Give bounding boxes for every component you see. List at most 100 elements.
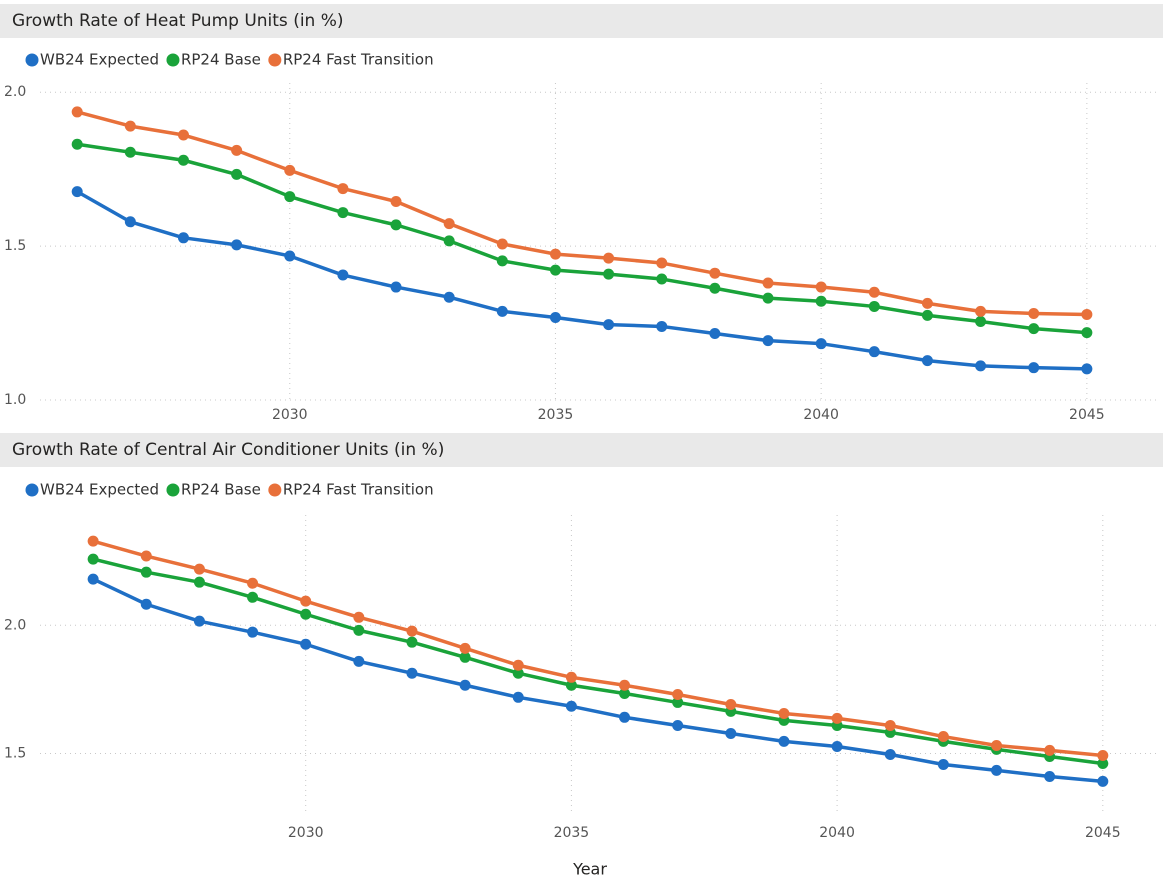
data-point: [512, 659, 524, 671]
data-point: [1097, 775, 1109, 787]
data-point: [284, 191, 296, 203]
legend-label: RP24 Base: [181, 481, 261, 499]
y-tick-label: 1.0: [4, 392, 26, 408]
data-point: [140, 550, 152, 562]
legend-marker: [166, 53, 180, 67]
data-point: [831, 741, 843, 753]
data-point: [300, 638, 312, 650]
data-point: [565, 671, 577, 683]
data-point: [921, 355, 933, 367]
data-point: [1044, 744, 1056, 756]
data-point: [725, 698, 737, 710]
data-point: [284, 250, 296, 262]
data-point: [1097, 750, 1109, 762]
data-point: [1028, 323, 1040, 335]
data-point: [603, 252, 615, 264]
series-line: [92, 577, 1103, 784]
data-point: [231, 168, 243, 180]
data-point: [353, 655, 365, 667]
data-point: [921, 297, 933, 309]
data-point: [868, 346, 880, 358]
data-point: [140, 598, 152, 610]
data-point: [1097, 757, 1109, 769]
data-point: [762, 277, 774, 289]
data-point: [406, 625, 418, 637]
data-point: [549, 264, 561, 276]
data-point: [512, 691, 524, 703]
x-tick-label: 2040: [819, 825, 855, 841]
data-point: [177, 129, 189, 141]
x-tick-label: 2040: [803, 407, 839, 423]
data-point: [193, 563, 205, 575]
data-point: [496, 238, 508, 250]
data-point: [937, 758, 949, 770]
data-point: [603, 319, 615, 331]
y-tick-label: 1.5: [4, 745, 26, 761]
data-point: [815, 281, 827, 293]
legend-marker: [25, 53, 39, 67]
legend-marker: [268, 483, 282, 497]
series-line: [76, 142, 1087, 335]
legend-label: RP24 Fast Transition: [283, 481, 434, 499]
data-point: [709, 282, 721, 294]
data-point: [71, 106, 83, 118]
data-point: [975, 316, 987, 328]
data-point: [991, 764, 1003, 776]
data-point: [549, 248, 561, 260]
data-point: [87, 553, 99, 565]
x-tick-label: 2030: [288, 825, 324, 841]
data-point: [390, 195, 402, 207]
data-point: [1028, 362, 1040, 374]
data-point: [672, 720, 684, 732]
data-point: [71, 186, 83, 198]
data-point: [762, 292, 774, 304]
data-point: [140, 566, 152, 578]
data-point: [709, 328, 721, 340]
data-point: [672, 688, 684, 700]
data-point: [284, 164, 296, 176]
data-point: [406, 667, 418, 679]
data-point: [71, 138, 83, 150]
data-point: [1081, 327, 1093, 339]
data-point: [1044, 771, 1056, 783]
legend-label: RP24 Fast Transition: [283, 51, 434, 69]
data-point: [390, 281, 402, 293]
data-point: [778, 735, 790, 747]
data-point: [247, 577, 259, 589]
data-point: [619, 687, 631, 699]
x-tick-label: 2030: [272, 407, 308, 423]
data-point: [177, 232, 189, 244]
data-point: [884, 748, 896, 760]
data-point: [247, 626, 259, 638]
data-point: [193, 576, 205, 588]
x-tick-label: 2035: [554, 825, 590, 841]
data-point: [459, 651, 471, 663]
data-point: [443, 291, 455, 303]
data-point: [443, 218, 455, 230]
data-point: [337, 269, 349, 281]
data-point: [300, 595, 312, 607]
legend-label: WB24 Expected: [40, 481, 159, 499]
data-point: [337, 207, 349, 219]
x-tick-label: 2035: [538, 407, 574, 423]
data-point: [337, 183, 349, 195]
data-point: [725, 727, 737, 739]
series-line: [92, 539, 1103, 758]
series-line: [76, 190, 1087, 371]
data-point: [656, 257, 668, 269]
data-point: [975, 305, 987, 317]
data-point: [353, 611, 365, 623]
data-point: [406, 636, 418, 648]
data-point: [512, 667, 524, 679]
legend-label: RP24 Base: [181, 51, 261, 69]
data-point: [496, 305, 508, 317]
data-point: [1028, 308, 1040, 320]
data-point: [247, 591, 259, 603]
data-point: [672, 696, 684, 708]
data-point: [937, 731, 949, 743]
data-point: [459, 642, 471, 654]
data-point: [815, 338, 827, 350]
x-tick-label: 2045: [1085, 825, 1121, 841]
data-point: [565, 700, 577, 712]
data-point: [921, 309, 933, 321]
